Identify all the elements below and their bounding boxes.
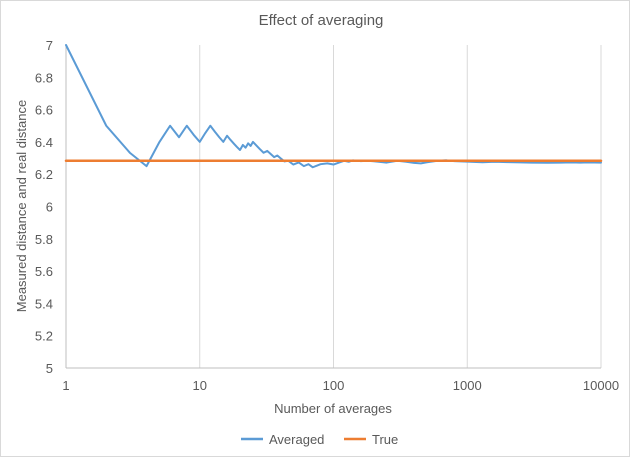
series-layer (64, 44, 603, 169)
y-axis-label: Measured distance and real distance (14, 100, 29, 312)
y-tick-label: 6.8 (35, 70, 53, 85)
x-tick-label: 1 (62, 378, 69, 393)
axis-layer (65, 45, 601, 369)
legend-label-true: True (372, 432, 398, 447)
x-axis-label: Number of averages (274, 401, 392, 416)
y-tick-label: 6.6 (35, 103, 53, 118)
legend-label-averaged: Averaged (269, 432, 324, 447)
y-tick-label: 5.6 (35, 264, 53, 279)
y-tick-label: 6 (46, 200, 53, 215)
x-tick-label: 10 (193, 378, 207, 393)
x-tick-label: 1000 (453, 378, 482, 393)
x-tick-label: 100 (323, 378, 345, 393)
y-tick-label: 5.8 (35, 232, 53, 247)
tick-layer: 5 5.2 5.4 5.6 5.8 6 6.2 6.4 6.6 6.8 7 1 10 100 1000 100… (35, 38, 619, 393)
x-tick-label: 10000 (583, 378, 619, 393)
y-tick-label: 6.4 (35, 135, 53, 150)
y-tick-label: 5.4 (35, 296, 53, 311)
chart-title: Effect of averaging (259, 12, 384, 29)
y-tick-label: 6.2 (35, 167, 53, 182)
y-tick-label: 5.2 (35, 329, 53, 344)
y-tick-label: 5 (46, 361, 53, 376)
y-tick-label: 7 (46, 38, 53, 53)
legend: Averaged True (241, 432, 398, 447)
grid-layer (199, 45, 602, 368)
